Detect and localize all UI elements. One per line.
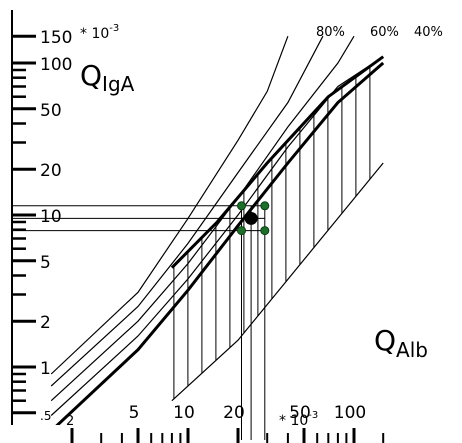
y-tick-label: 1 [40,359,51,379]
discrimination-curves [50,35,385,425]
y-tick-label: 2 [40,313,51,333]
y-tick-labels: 150 100 50 20 10 5 2 1 .5 [40,28,72,423]
y-tick-label: 150 [40,28,72,48]
curve-ref-4 [55,61,385,425]
y-tick-label: 10 [40,207,62,227]
series-label: 60% [370,25,399,40]
error-point [260,226,270,236]
x-tick-label: 5 [129,403,140,423]
x-tick-label: 100 [334,403,366,423]
x-axis-ticks [70,428,385,443]
curve-40pct [50,35,355,402]
x-tick-label: 10 [173,403,195,423]
sample-points [237,201,270,236]
x-tick-labels: 2 5 10 20 50 100 [66,403,366,429]
error-point [260,201,270,211]
y-axis-ticks [12,34,36,415]
curve-ref-3 [50,56,384,416]
band-lower-line [171,162,384,402]
y-tick-label: 50 [40,101,62,121]
sample-guide-lines [12,205,266,440]
series-labels: 80% 60% 40% [316,25,443,40]
y-tick-label: .5 [40,409,51,423]
y-tick-label: 100 [40,55,72,75]
x-tick-label: 2 [66,414,74,429]
y-axis-exponent: * 10-3 [80,23,119,42]
sample-point [244,211,258,225]
curve-80pct [50,35,289,375]
error-point [237,226,246,236]
y-axis-title: QIgA [80,59,135,96]
y-tick-label: 20 [40,161,62,181]
series-label: 80% [316,25,345,40]
y-tick-label: 5 [40,253,51,273]
reference-band [170,55,385,402]
x-axis-exponent: * 10-3 [279,410,318,429]
x-tick-label: 20 [223,403,245,423]
series-label: 40% [414,25,443,40]
x-axis-title: QAlb [374,324,428,362]
x-tick-label: 50 [289,403,311,423]
curve-60pct [50,35,324,387]
error-point [237,201,246,211]
band-upper-line [170,55,385,269]
